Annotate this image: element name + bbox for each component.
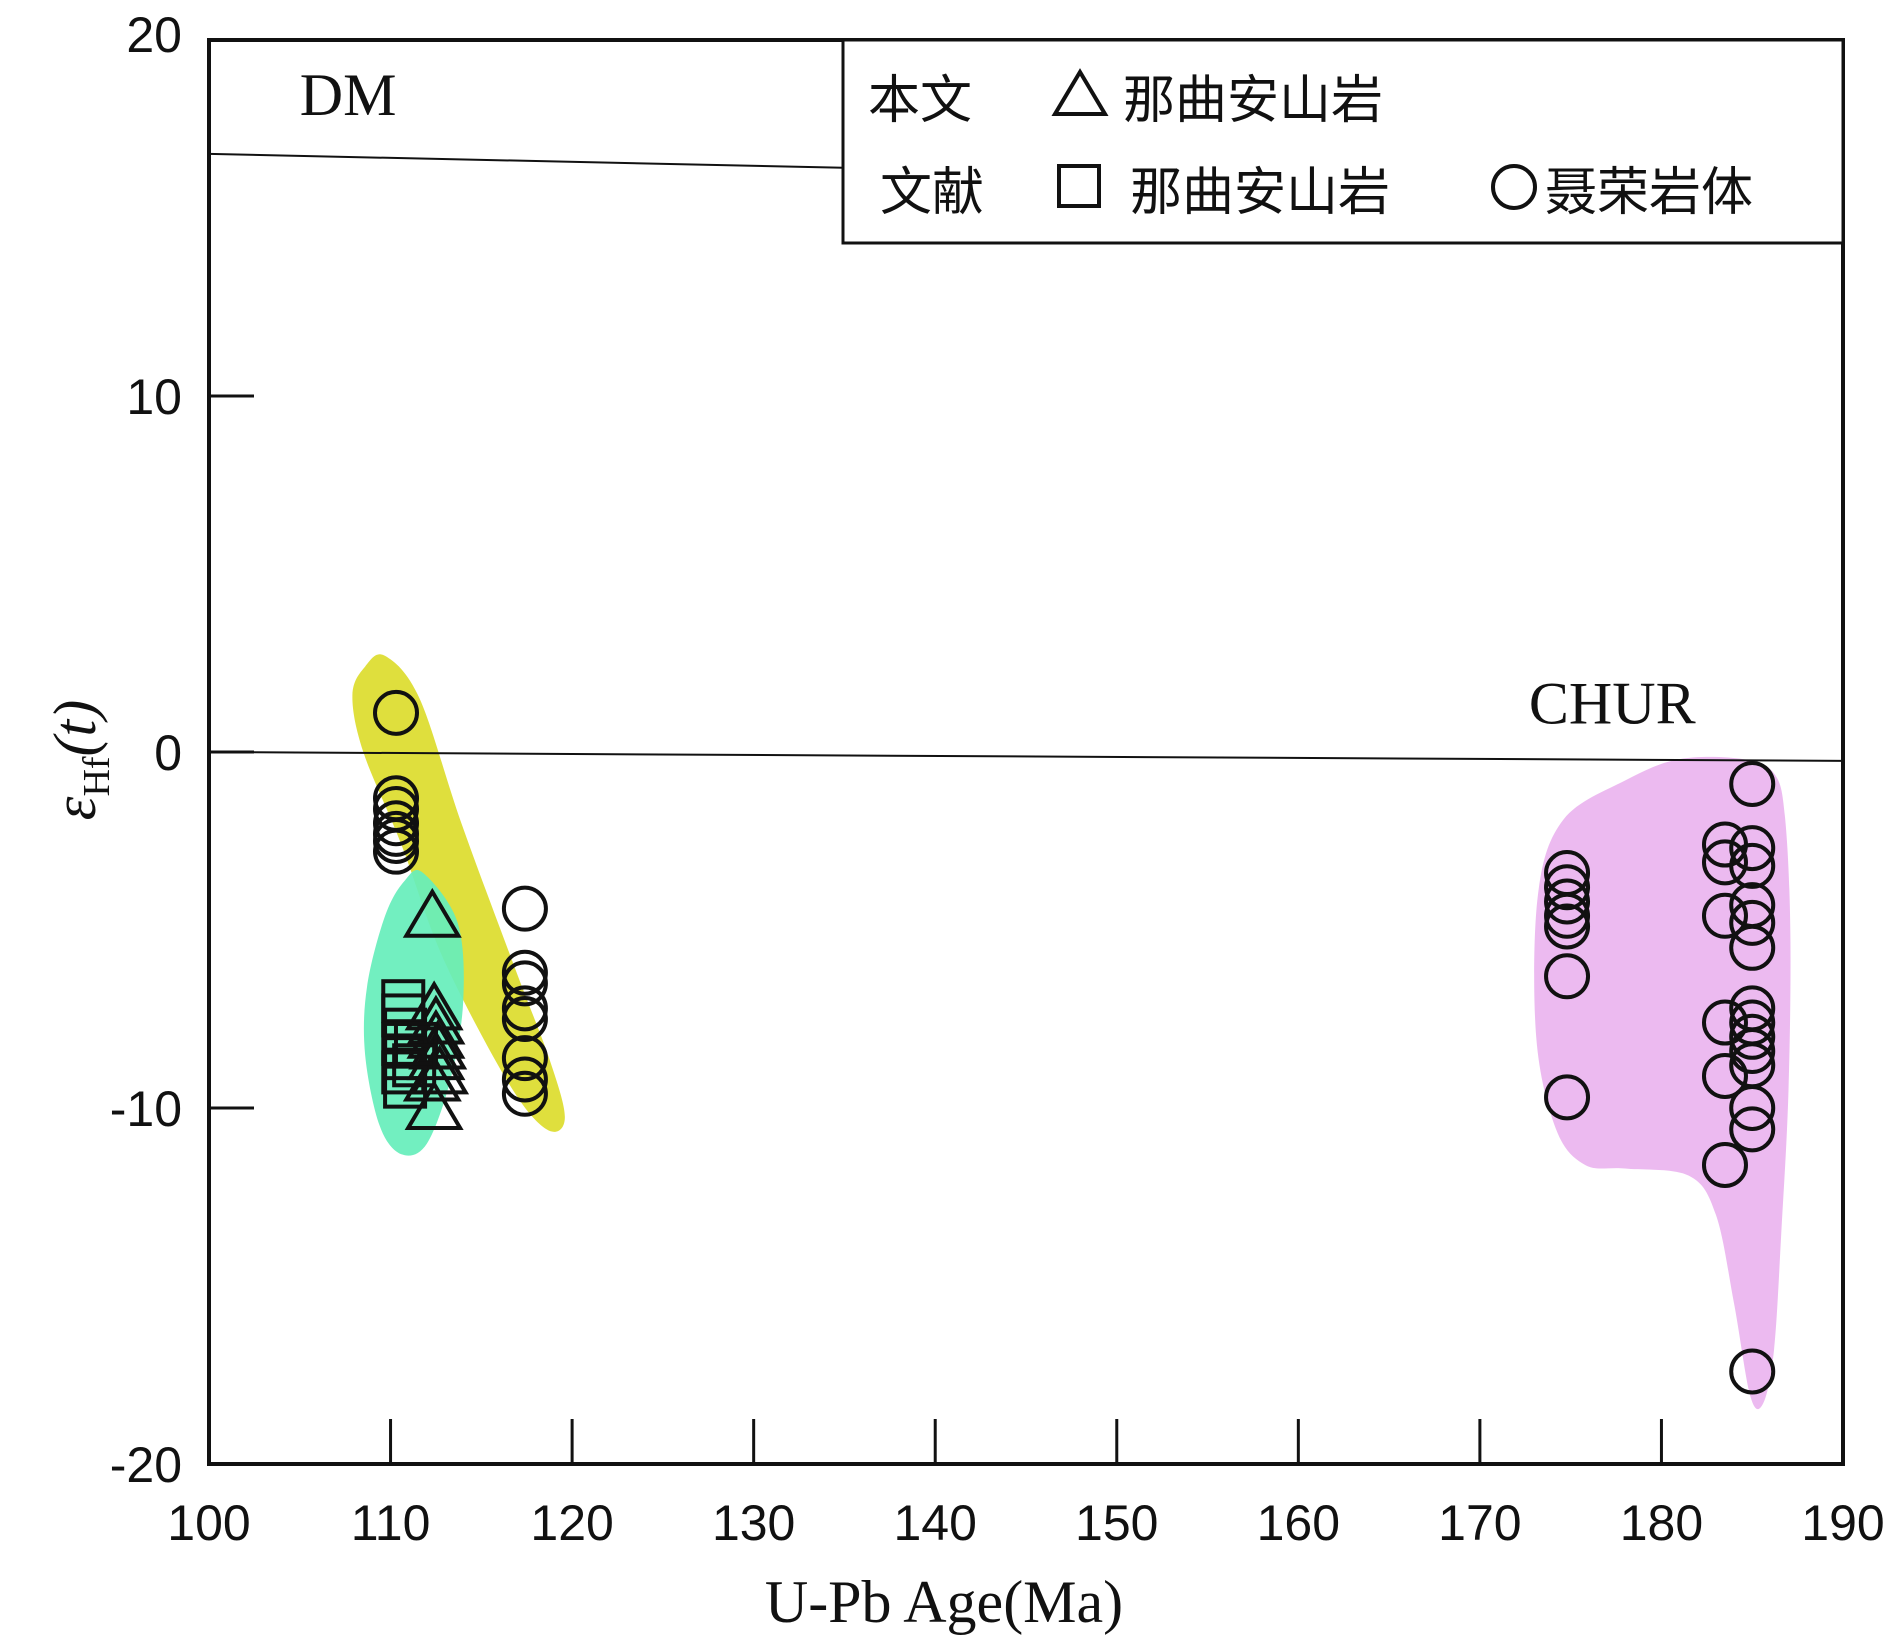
legend-triangle-icon (1051, 68, 1109, 116)
legend: 本文 那曲安山岩 文献 那曲安山岩 聂荣岩体 (841, 38, 1845, 245)
reference-line-chur (208, 751, 1844, 762)
x-tick-label-100: 100 (167, 1495, 250, 1551)
circle-point-24 (1701, 892, 1748, 939)
circle-point-0 (373, 689, 420, 736)
legend-row1-label: 本文 (868, 71, 972, 131)
y-axis-label: εHf(t) (42, 700, 118, 820)
circle-point-25 (1701, 999, 1748, 1046)
x-tick-label-180: 180 (1620, 1495, 1703, 1551)
legend-square-icon (1057, 164, 1101, 208)
circle-point-13 (501, 1056, 548, 1103)
field-0 (352, 654, 565, 1132)
x-tick-label-190: 190 (1801, 1495, 1884, 1551)
circle-point-41 (1729, 1348, 1776, 1395)
circle-point-40 (1729, 1106, 1776, 1153)
circle-point-32 (1729, 899, 1776, 946)
reference-line-label-chur: CHUR (1529, 671, 1696, 737)
circle-point-28 (1729, 761, 1776, 808)
circle-point-23 (1701, 839, 1748, 886)
circle-point-8 (501, 949, 548, 996)
x-tick-label-110: 110 (351, 1495, 431, 1551)
circle-point-29 (1729, 825, 1776, 872)
legend-entry-triangle: 那曲安山岩 (1123, 71, 1383, 131)
circle-point-5 (373, 818, 420, 864)
data-points-layer (373, 689, 1776, 1395)
legend-box (841, 38, 1845, 245)
circle-point-21 (1544, 1074, 1591, 1121)
circle-point-18 (1544, 892, 1591, 939)
circle-point-19 (1544, 903, 1591, 950)
x-tick-label-120: 120 (530, 1495, 613, 1551)
reference-line-label-dm: DM (300, 62, 397, 128)
y-tick-label--20: -20 (110, 1437, 182, 1493)
plot-frame (207, 38, 1845, 1466)
field-1 (363, 870, 464, 1156)
circle-point-3 (373, 800, 420, 847)
circle-point-33 (1729, 924, 1776, 971)
circle-point-16 (1544, 864, 1591, 911)
legend-row2-label: 文献 (880, 163, 984, 223)
circle-point-11 (501, 996, 548, 1042)
circle-point-12 (501, 1035, 548, 1082)
circle-point-7 (501, 885, 548, 932)
circle-point-9 (501, 960, 548, 1007)
circle-point-20 (1544, 953, 1591, 1000)
circle-point-10 (501, 985, 548, 1032)
x-tick-label-160: 160 (1257, 1495, 1340, 1551)
y-tick-label-0: 0 (154, 725, 182, 781)
circle-point-30 (1729, 842, 1776, 889)
circle-point-17 (1544, 878, 1591, 925)
circle-point-37 (1729, 1028, 1776, 1075)
circle-point-26 (1701, 1052, 1748, 1099)
triangle-point-0 (402, 887, 462, 938)
legend-entry-circle: 聂荣岩体 (1545, 163, 1753, 223)
x-axis-label: U-Pb Age(Ma) (765, 1569, 1123, 1635)
x-tick-label-150: 150 (1075, 1495, 1158, 1551)
y-tick-label-10: 10 (126, 369, 182, 425)
x-tick-label-170: 170 (1438, 1495, 1521, 1551)
circle-point-27 (1701, 1141, 1748, 1188)
square-point-8 (392, 1043, 437, 1088)
field-2 (1534, 756, 1791, 1410)
circle-point-14 (501, 1070, 548, 1117)
legend-entry-square: 那曲安山岩 (1130, 163, 1390, 223)
y-tick-label-20: 20 (126, 7, 182, 63)
x-tick-label-130: 130 (712, 1495, 795, 1551)
x-tick-label-140: 140 (894, 1495, 977, 1551)
circle-point-39 (1729, 1085, 1776, 1131)
y-tick-label--10: -10 (110, 1081, 182, 1137)
fields-layer (352, 654, 1791, 1410)
legend-circle-icon (1491, 164, 1537, 210)
ticks-layer: 100 110 120 130 140 150 160 170 180 190 -20 -10 0 10 2… (110, 7, 1885, 1551)
circle-point-6 (373, 828, 420, 875)
circle-point-36 (1729, 1013, 1776, 1060)
